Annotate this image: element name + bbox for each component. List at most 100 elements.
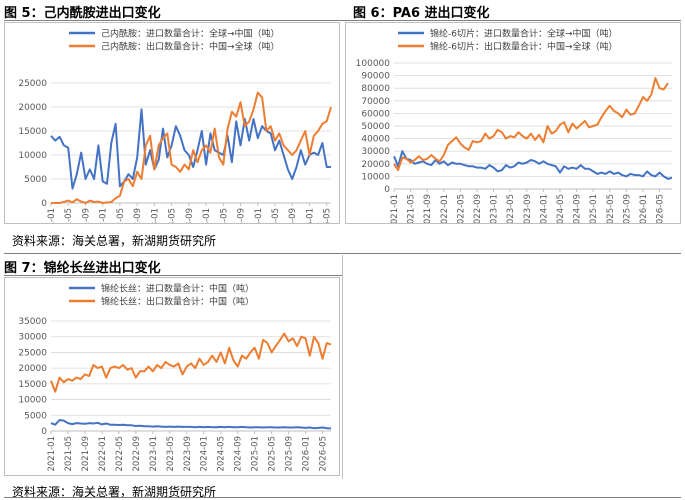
legend-label: 己内酰胺：进口数量合计：全球→中国（吨） (101, 28, 280, 40)
x-tick-label: 2026-01 (302, 436, 312, 472)
x-tick-label: 2022-01 (440, 194, 450, 223)
title-rule-middle (4, 275, 342, 276)
legend-label: 己内酰胺：出口数量合计：中国→全球（吨） (101, 41, 280, 53)
x-tick-label: 2024-09 (237, 208, 247, 223)
legend-label: 锦纶长丝：进口数量合计：中国（吨） (101, 283, 254, 295)
x-tick-label: 2021-01 (47, 436, 57, 472)
x-tick-label: 2024-09 (234, 436, 244, 472)
export-series-line (50, 332, 332, 393)
y-tick-label: 30000 (18, 333, 47, 343)
figure-5-title: 图 5：己内酰胺进出口变化 (4, 6, 161, 21)
y-tick-label: 100000 (356, 59, 391, 69)
x-tick-label: 2022-05 (116, 208, 126, 223)
legend-label: 锦纶长丝：出口数量合计：中国（吨） (101, 296, 254, 308)
x-tick-label: 2025-05 (268, 436, 278, 472)
x-tick-label: 2022-09 (133, 208, 143, 223)
x-tick-label: 2023-01 (150, 208, 160, 223)
x-tick-label: 2025-01 (589, 194, 599, 223)
x-tick-label: 2025-01 (251, 436, 261, 472)
x-tick-label: 2024-09 (573, 194, 583, 223)
x-tick-label: 2025-05 (606, 194, 616, 223)
x-tick-label: 2023-09 (185, 208, 195, 223)
y-tick-label: 50000 (361, 122, 390, 132)
x-tick-label: 2024-05 (219, 208, 229, 223)
x-tick-label: 2023-01 (490, 194, 500, 223)
x-tick-label: 2021-01 (47, 208, 57, 223)
x-tick-label: 2022-05 (115, 436, 125, 472)
x-tick-label: 2024-05 (556, 194, 566, 223)
y-tick-label: 60000 (361, 109, 390, 119)
x-tick-label: 2021-09 (423, 194, 433, 223)
x-tick-label: 2021-09 (81, 208, 91, 223)
x-tick-label: 2021-01 (390, 194, 400, 223)
legend-label: 锦纶-6切片：出口数量合计：中国→全球（吨） (430, 41, 618, 53)
y-tick-label: 70000 (361, 97, 390, 107)
x-tick-label: 2026-01 (639, 194, 649, 223)
x-tick-label: 2021-05 (64, 436, 74, 472)
x-tick-label: 2021-05 (407, 194, 417, 223)
figure-7-plot: 锦纶长丝：进口数量合计：中国（吨）锦纶长丝：出口数量合计：中国（吨） 0 5000 1… (18, 283, 332, 472)
x-tick-label: 2025-01 (254, 208, 264, 223)
y-tick-label: 15000 (18, 380, 47, 390)
y-tick-label: 5000 (24, 411, 47, 421)
x-tick-label: 2024-01 (539, 194, 549, 223)
y-tick-label: 0 (384, 185, 390, 195)
import-series-line (50, 108, 331, 190)
legend-label: 锦纶-6切片：进口数量合计：全球→中国（吨） (430, 28, 618, 40)
x-tick-label: 2023-05 (166, 436, 176, 472)
y-tick-label: 40000 (361, 135, 390, 145)
y-tick-label: 0 (41, 199, 47, 209)
import-series-line (50, 419, 332, 430)
figure-5-plot: 己内酰胺：进口数量合计：全球→中国（吨）己内酰胺：出口数量合计：中国→全球（吨）… (18, 28, 333, 224)
x-tick-label: 2023-09 (523, 194, 533, 223)
x-tick-label: 2024-05 (217, 436, 227, 472)
x-tick-label: 2024-01 (202, 208, 212, 223)
x-tick-label: 2023-05 (168, 208, 178, 223)
x-tick-label: 2025-09 (288, 208, 298, 223)
figure-5-chart: 己内酰胺：进口数量合计：全球→中国（吨） 己内酰胺：出口数量合计：中国→全球（吨）… (4, 22, 340, 224)
title-rule-top (4, 20, 681, 21)
section-divider (4, 253, 681, 254)
x-tick-label: 2022-09 (132, 436, 142, 472)
figure-7-chart: 锦纶长丝：进口数量合计：中国（吨） 锦纶长丝：出口数量合计：中国（吨） 0 5000 1… (4, 277, 340, 476)
x-tick-label: 2023-05 (506, 194, 516, 223)
y-tick-label: 10000 (18, 396, 47, 406)
y-tick-label: 30000 (361, 147, 390, 157)
y-tick-label: 80000 (361, 84, 390, 94)
figure-6-title: 图 6：PA6 进出口变化 (353, 6, 490, 21)
y-tick-label: 0 (41, 427, 47, 437)
y-tick-label: 15000 (18, 127, 47, 137)
x-tick-label: 2025-09 (622, 194, 632, 223)
import-series-line (393, 150, 673, 180)
source-note-bottom: 资料来源：海关总署，新湖期货研究所 (12, 485, 217, 499)
source-note-top: 资料来源：海关总署，新湖期货研究所 (12, 234, 217, 248)
x-tick-label: 2026-05 (656, 194, 666, 223)
x-tick-label: 2021-05 (64, 208, 74, 223)
x-tick-label: 2022-09 (473, 194, 483, 223)
figure-6-plot: 锦纶-6切片：进口数量合计：全球→中国（吨）锦纶-6切片：出口数量合计：中国→全… (356, 28, 673, 223)
x-tick-label: 2024-01 (200, 436, 210, 472)
y-tick-label: 5000 (24, 175, 47, 185)
y-tick-label: 25000 (18, 79, 47, 89)
x-tick-label: 2021-09 (81, 436, 91, 472)
y-tick-label: 10000 (18, 151, 47, 161)
x-tick-label: 2022-01 (98, 436, 108, 472)
y-tick-label: 25000 (18, 348, 47, 358)
x-tick-label: 2023-01 (149, 436, 159, 472)
x-tick-label: 2025-09 (285, 436, 295, 472)
x-tick-label: 2026-05 (323, 208, 333, 223)
y-tick-label: 90000 (361, 72, 390, 82)
y-tick-label: 10000 (361, 172, 390, 182)
export-series-line (51, 91, 332, 204)
figure-6-chart: 锦纶-6切片：进口数量合计：全球→中国（吨） 锦纶-6切片：出口数量合计：中国→全… (345, 22, 681, 224)
column-divider (342, 255, 343, 479)
y-tick-label: 20000 (18, 103, 47, 113)
export-series-line (393, 77, 669, 172)
figure-7-title: 图 7：锦纶长丝进出口变化 (4, 261, 161, 276)
x-tick-label: 2023-09 (183, 436, 193, 472)
y-tick-label: 20000 (18, 364, 47, 374)
x-tick-label: 2026-01 (305, 208, 315, 223)
x-tick-label: 2026-05 (319, 436, 329, 472)
x-tick-label: 2022-01 (99, 208, 109, 223)
bottom-rule (4, 497, 681, 498)
